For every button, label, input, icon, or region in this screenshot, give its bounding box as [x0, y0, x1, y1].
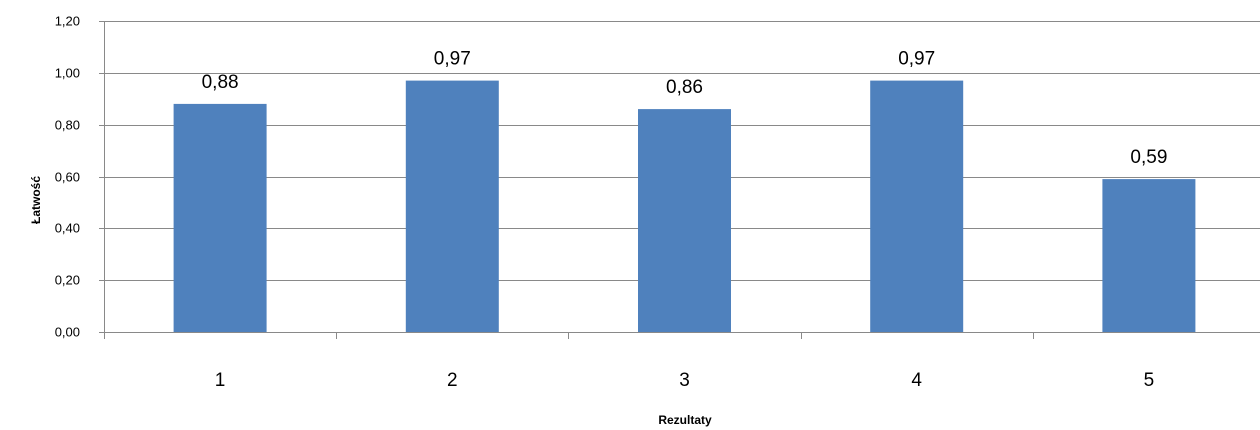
axes: 0,00 0,20 0,40 0,60 0,80 1,00 1,20 1 2 3 4 5 [55, 14, 1155, 392]
y-tick-label: 0,40 [55, 221, 80, 236]
y-tick-label: 1,20 [55, 14, 80, 29]
x-tick-label: 3 [679, 370, 690, 391]
x-tick-label: 1 [215, 370, 226, 391]
bar [638, 109, 731, 332]
x-tick-label: 5 [1144, 370, 1155, 391]
x-tick-label: 2 [447, 370, 458, 391]
data-label: 0,97 [434, 49, 471, 70]
y-tick-label: 1,00 [55, 66, 80, 81]
y-tick-label: 0,20 [55, 273, 80, 288]
bar [870, 80, 964, 332]
bar [173, 103, 267, 333]
y-tick-label: 0,60 [55, 170, 80, 185]
data-label: 0,59 [1130, 147, 1167, 168]
y-tick-label: 0,00 [55, 325, 80, 340]
bar [405, 80, 499, 332]
x-tick-label: 4 [911, 370, 922, 391]
y-tick-label: 0,80 [55, 118, 80, 133]
data-label: 0,86 [666, 77, 703, 98]
bars [173, 80, 1196, 333]
data-labels: 0,88 0,97 0,86 0,97 0,59 [202, 49, 1168, 169]
x-axis-title: Rezultaty [658, 413, 712, 427]
data-label: 0,97 [898, 49, 935, 70]
y-axis-title: Łatwość [29, 176, 43, 224]
bar [1102, 179, 1196, 332]
data-label: 0,88 [202, 72, 239, 93]
